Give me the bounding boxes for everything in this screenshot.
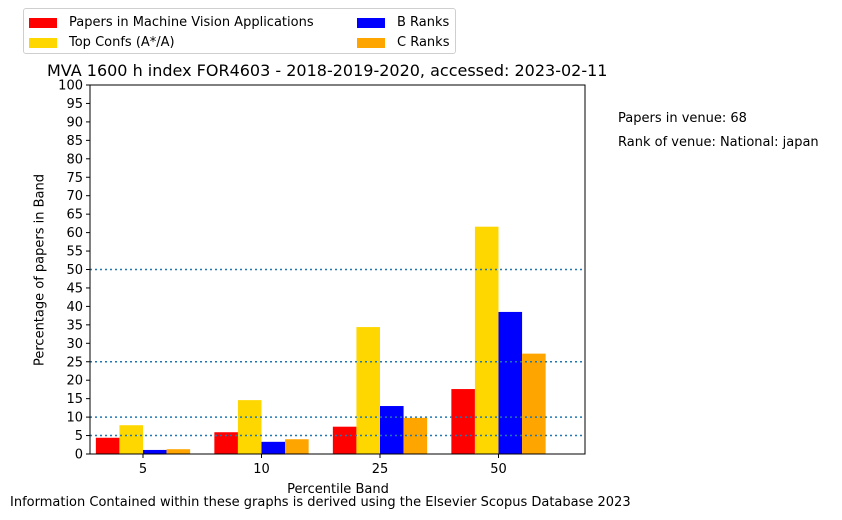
- y-tick-label: 10: [66, 411, 83, 426]
- bar: [332, 426, 357, 454]
- y-tick-label: 90: [66, 115, 83, 130]
- y-tick-label: 85: [66, 134, 83, 149]
- bar: [95, 437, 120, 454]
- legend-swatch: [357, 38, 385, 48]
- y-tick-label: 25: [66, 355, 83, 370]
- bar: [498, 311, 523, 454]
- y-tick-label: 65: [66, 208, 83, 223]
- y-tick-label: 0: [75, 448, 83, 463]
- bar: [356, 327, 380, 454]
- footer-note: Information Contained within these graph…: [10, 495, 631, 510]
- bar: [451, 389, 475, 454]
- bar: [166, 449, 191, 454]
- y-tick-label: 70: [66, 189, 83, 204]
- bar: [119, 425, 143, 454]
- legend-label: Top Confs (A*/A): [69, 35, 175, 50]
- bar: [214, 432, 238, 454]
- y-tick-label: 20: [66, 374, 83, 389]
- x-tick-label: 50: [490, 462, 507, 477]
- y-tick-label: 60: [66, 226, 83, 241]
- legend-label: B Ranks: [397, 15, 450, 30]
- y-tick-label: 5: [75, 429, 83, 444]
- y-tick-label: 15: [66, 392, 83, 407]
- y-tick-label: 40: [66, 300, 83, 315]
- legend-swatch: [29, 18, 57, 28]
- x-tick-label: 10: [253, 462, 270, 477]
- bar: [285, 439, 309, 454]
- bar: [522, 353, 546, 454]
- y-tick-label: 100: [58, 79, 83, 94]
- legend-label: Papers in Machine Vision Applications: [69, 15, 314, 30]
- y-axis-label: Percentage of papers in Band: [32, 173, 48, 367]
- legend-swatch: [357, 18, 385, 28]
- y-tick-label: 50: [66, 263, 83, 278]
- y-tick-label: 45: [66, 281, 83, 296]
- x-tick-label: 25: [372, 462, 389, 477]
- y-tick-label: 55: [66, 245, 83, 260]
- bar: [474, 226, 499, 454]
- x-axis-label: Percentile Band: [287, 482, 389, 497]
- chart-title: MVA 1600 h index FOR4603 - 2018-2019-202…: [47, 61, 608, 80]
- bar: [261, 441, 286, 454]
- rank-of-venue-text: Rank of venue: National: japan: [618, 135, 819, 150]
- y-tick-label: 80: [66, 152, 83, 167]
- bar: [237, 400, 262, 454]
- y-tick-label: 30: [66, 337, 83, 352]
- y-tick-label: 35: [66, 318, 83, 333]
- bar: [380, 406, 404, 454]
- x-tick-label: 5: [139, 462, 147, 477]
- legend-label: C Ranks: [397, 35, 450, 50]
- legend-swatch: [29, 38, 57, 48]
- bar: [143, 449, 167, 454]
- papers-in-venue-text: Papers in venue: 68: [618, 111, 747, 126]
- legend: Papers in Machine Vision Applications To…: [23, 8, 456, 54]
- y-tick-label: 75: [66, 171, 83, 186]
- y-tick-label: 95: [66, 97, 83, 112]
